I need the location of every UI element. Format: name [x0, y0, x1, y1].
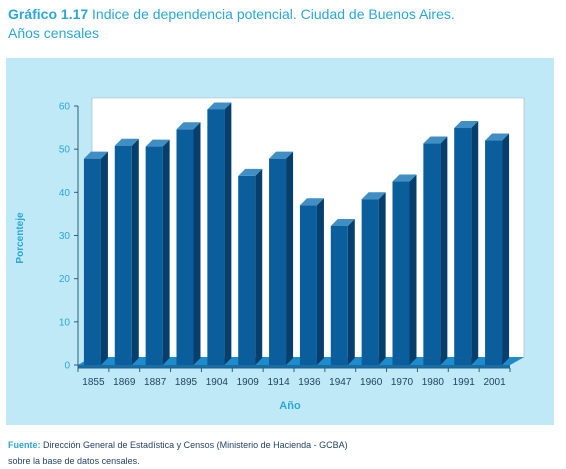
x-tick-label: 1855 [82, 377, 105, 388]
x-tick-label: 1914 [267, 377, 290, 388]
bar-top [145, 139, 170, 147]
bar-top [485, 133, 510, 141]
bar [207, 102, 232, 365]
bar-front [176, 129, 194, 365]
bar [361, 192, 386, 365]
x-tick-label: 1947 [329, 377, 352, 388]
bar-front [207, 109, 225, 365]
x-tick-label: 1909 [237, 377, 260, 388]
title-line2: Años censales [8, 25, 100, 41]
source-line2: sobre la base de datos censales. [8, 456, 140, 466]
bar-top [330, 219, 355, 227]
x-tick-label: 1869 [113, 377, 136, 388]
bar-top [176, 122, 201, 130]
bar-top [392, 174, 417, 182]
x-tick-label: 1895 [175, 377, 198, 388]
bar-front [83, 158, 101, 365]
bar-front [485, 140, 503, 365]
bar-front [423, 143, 441, 365]
bar [83, 151, 108, 365]
bar-top [423, 136, 448, 144]
bar [238, 168, 263, 365]
bar-top [207, 102, 232, 110]
x-tick-label: 1904 [206, 377, 229, 388]
chart-title: Gráfico 1.17 Indice de dependencia poten… [8, 5, 558, 43]
plot-floor-edge [78, 365, 510, 368]
source-label: Fuente: [8, 440, 41, 450]
y-axis-label: Porcenteje [15, 212, 26, 264]
bar [454, 121, 479, 365]
x-axis-label: Año [279, 400, 301, 412]
y-tick-label: 20 [59, 274, 71, 285]
bar-side [162, 139, 170, 365]
y-tick-label: 60 [59, 102, 71, 113]
x-tick-label: 1970 [391, 377, 414, 388]
bar-side [286, 151, 294, 365]
x-tick-label: 2001 [483, 377, 506, 388]
bar-front [361, 199, 379, 365]
bar-top [299, 198, 324, 206]
bar-side [502, 133, 510, 365]
bar [145, 139, 170, 365]
y-tick-label: 10 [59, 317, 71, 328]
bar [299, 198, 324, 365]
bar [176, 122, 201, 365]
x-tick-label: 1960 [360, 377, 383, 388]
bar-side [255, 168, 263, 365]
source-note: Fuente: Dirección General de Estadística… [8, 437, 558, 469]
bar-top [361, 192, 386, 200]
x-tick-label: 1980 [422, 377, 445, 388]
bar-top [83, 151, 108, 159]
bar-front [269, 158, 287, 365]
bar-front [330, 226, 348, 365]
title-text: Indice de dependencia potencial. Ciudad … [92, 6, 455, 22]
bar-front [392, 181, 410, 365]
bar-side [100, 151, 108, 365]
y-tick-label: 40 [59, 188, 71, 199]
bar-front [299, 205, 317, 365]
y-tick-label: 30 [59, 231, 71, 242]
bar-front [114, 145, 132, 365]
bar [330, 219, 355, 365]
bar-top [269, 151, 294, 159]
bar-side [409, 174, 417, 365]
x-tick-label: 1991 [453, 377, 476, 388]
bar [485, 133, 510, 365]
bar-top [454, 121, 479, 129]
y-tick-label: 50 [59, 145, 71, 156]
bar [114, 138, 139, 365]
bar-side [347, 219, 355, 365]
bar-side [378, 192, 386, 365]
x-tick-label: 1936 [298, 377, 321, 388]
bar-top [238, 168, 263, 176]
bar [423, 136, 448, 365]
x-tick-label: 1887 [144, 377, 167, 388]
bar-side [131, 138, 139, 365]
source-text: Dirección General de Estadística y Censo… [43, 440, 348, 450]
bar-side [471, 121, 479, 365]
bar-front [238, 175, 256, 365]
bar [392, 174, 417, 365]
bar-side [193, 122, 201, 365]
bar-side [440, 136, 448, 365]
bar-front [454, 128, 472, 365]
bar-side [224, 102, 232, 365]
title-number: Gráfico 1.17 [8, 6, 89, 22]
bar-side [316, 198, 324, 365]
bar [269, 151, 294, 365]
bar-front [145, 146, 163, 365]
bar-top [114, 138, 139, 146]
y-tick-label: 0 [64, 361, 70, 372]
